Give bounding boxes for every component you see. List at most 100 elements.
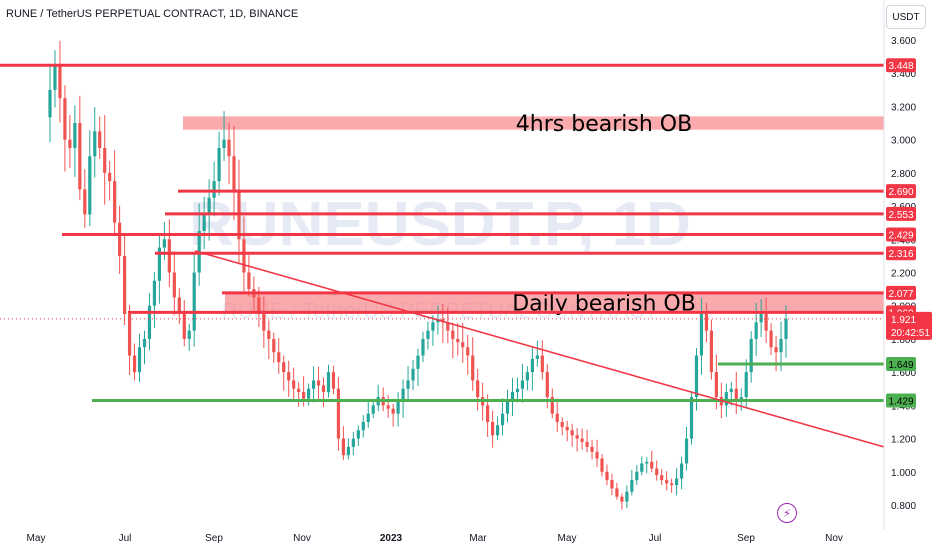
candle-body (187, 330, 191, 339)
candle-body (118, 222, 122, 256)
candle-body (764, 314, 768, 331)
current-price-badge (886, 311, 932, 340)
candle-body (192, 272, 196, 331)
candle-body (734, 388, 738, 403)
candle-body (396, 402, 400, 414)
level-badge-label: 1.429 (888, 397, 913, 408)
currency-button[interactable]: USDT (886, 5, 926, 29)
time-tick-label: May (558, 533, 577, 544)
candle-body (476, 380, 480, 398)
price-tick-label: 3.000 (891, 136, 916, 147)
candle-body (316, 380, 321, 386)
candle-body (421, 338, 425, 356)
level-badge-label: 2.077 (888, 289, 913, 300)
price-tick-label: 1.600 (891, 368, 916, 379)
candle-body (565, 426, 569, 431)
time-tick-label: Mar (469, 533, 487, 544)
candle-body (456, 338, 460, 343)
lightning-icon[interactable]: ⚡ (777, 503, 797, 523)
candle-body (635, 471, 639, 481)
candle-body (257, 297, 261, 315)
candle-body (779, 338, 783, 353)
zone-1 (225, 292, 884, 313)
level-badge-label: 1.649 (888, 360, 913, 371)
candle-body (505, 402, 510, 414)
candle-body (525, 372, 530, 381)
candle-body (615, 488, 619, 497)
candle-body (426, 330, 430, 339)
candle-body (679, 463, 684, 479)
price-tick-label: 2.200 (891, 269, 916, 280)
candle-body (655, 468, 659, 476)
candle-body (68, 139, 72, 148)
time-tick-label: May (27, 533, 46, 544)
current-price-label: 1.921 (891, 315, 916, 326)
candle-body (336, 388, 341, 439)
candle-body (461, 342, 465, 348)
candle-body (754, 322, 758, 339)
candle-body (714, 372, 718, 398)
time-tick-label: Jul (649, 533, 662, 544)
candle-body (595, 451, 599, 459)
candle-body (282, 362, 286, 373)
price-tick-label: 3.200 (891, 102, 916, 113)
candle-body (331, 372, 336, 389)
candle-body (520, 380, 525, 389)
trendline (194, 250, 885, 448)
candle-body (590, 446, 594, 452)
candle-body (172, 272, 176, 298)
candle-body (83, 189, 87, 215)
zone-0 (183, 116, 884, 130)
candle-body (212, 181, 216, 198)
candle-body (694, 355, 699, 398)
candle-body (560, 421, 564, 427)
level-badge-label: 3.448 (888, 61, 913, 72)
candle-body (177, 297, 181, 315)
candle-body (600, 458, 604, 472)
trendline-layer (0, 250, 885, 448)
candle-body (277, 352, 281, 363)
level-badge (886, 184, 916, 199)
candle-body (605, 471, 609, 481)
price-tick-label: 1.800 (891, 335, 916, 346)
level-badge-label: 2.316 (888, 249, 913, 260)
candle-body (704, 314, 709, 331)
candle-body (346, 446, 350, 456)
candle-body (749, 338, 753, 373)
level-badge (886, 357, 916, 372)
candle-body (391, 408, 395, 414)
candle-body (127, 314, 132, 356)
candle-body (326, 372, 331, 393)
candle-body (709, 330, 714, 373)
candle-body (371, 405, 375, 414)
candle-body (555, 413, 559, 422)
candle-body (406, 380, 410, 389)
candle-body (699, 314, 704, 356)
candle-body (416, 355, 420, 369)
candle-body (665, 480, 669, 484)
price-tick-label: 0.800 (891, 501, 916, 512)
candle-body (73, 123, 77, 148)
candle-body (292, 380, 296, 389)
candle-body (759, 314, 763, 323)
candle-body (302, 392, 306, 399)
candle-body (625, 491, 629, 502)
candle-body (401, 388, 405, 403)
candle-body (689, 397, 694, 439)
time-axis[interactable]: May Jul Sep Nov 2023 Mar May Jul Sep Nov (27, 533, 843, 544)
candle-body (495, 425, 500, 436)
candle-body (306, 388, 311, 399)
candle-body (247, 272, 251, 290)
candle-body (575, 435, 579, 439)
candle-body (670, 483, 674, 486)
candle-body (142, 338, 147, 348)
candle-body (784, 319, 788, 339)
candle-body (466, 347, 470, 356)
candle-body (545, 372, 549, 398)
candle-body (267, 330, 271, 339)
candle-body (585, 441, 589, 447)
candle-body (202, 214, 206, 231)
candle-body (774, 347, 778, 353)
